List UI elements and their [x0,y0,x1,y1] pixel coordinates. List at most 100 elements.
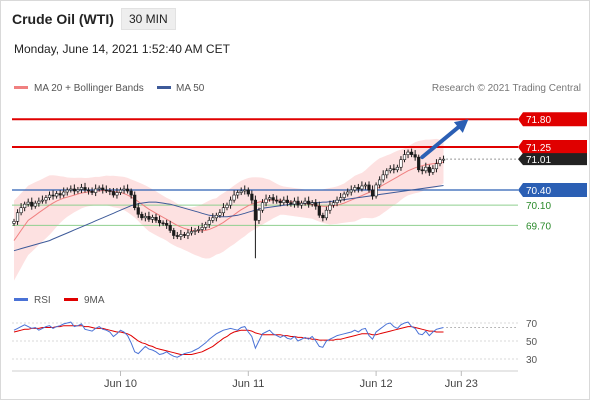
candle-body [197,229,201,231]
candle-body [292,200,297,205]
candle-body [154,217,158,221]
candle-body [236,192,240,196]
candle-body [395,166,400,171]
candle-body [271,197,275,201]
x-tick-label: Jun 11 [232,378,264,390]
candle-body [253,199,258,221]
candle-body [321,214,325,219]
candle-body [51,194,55,197]
candle-body [44,197,48,201]
candle-body [30,201,34,207]
rsi-plot-area: 70 50 30 [12,319,538,366]
candle-body [388,168,392,172]
level-label-70.40: 70.40 [526,186,551,197]
candle-body [392,168,396,171]
candle-body [143,215,147,219]
bollinger-band [14,138,444,281]
candle-body [374,184,378,197]
candle-body [296,200,300,206]
legend-swatch-ma20 [14,86,28,89]
candle-body [285,199,289,203]
rsi-tick-30: 30 [526,355,538,366]
legend-swatch-rsi [14,298,28,301]
candle-body [136,207,140,215]
candle-body [370,189,375,197]
candle-body [331,202,336,206]
candle-body [122,188,126,191]
level-label-71.80: 71.80 [526,115,551,126]
legend-swatch-ma50 [157,86,171,89]
candle-body [363,184,368,187]
candle-body [62,191,66,196]
candle-body [175,235,179,237]
candle-body [420,169,424,172]
candle-body [221,207,226,214]
legend-swatch-9ma [64,298,78,301]
candle-body [232,194,236,201]
candle-body [349,189,353,193]
candle-body [246,189,250,195]
candle-body [207,220,211,225]
candle-body [214,214,218,219]
forecast-arrow [420,120,467,160]
candle-body [193,230,197,232]
candle-body [218,212,222,216]
candle-body [338,197,343,201]
candle-body [378,179,382,186]
candle-body [406,151,410,155]
rsi-tick-70: 70 [526,319,538,330]
candle-body [275,199,279,202]
credit-label: Research © 2021 Trading Central [432,83,581,94]
current-price-label: 71.01 [526,155,551,166]
x-tick-label: Jun 12 [360,378,393,390]
candle-body [204,224,208,228]
chart-datetime: Monday, June 14, 2021 1:52:40 AM CET [14,42,230,56]
candle-body [126,188,130,192]
candle-body [282,199,286,203]
candle-body [342,193,346,198]
level-label-71.25: 71.25 [526,143,551,154]
x-axis: Jun 10 Jun 11 Jun 12 Jun 23 [104,371,478,390]
candle-body [150,217,155,220]
candle-body [200,227,204,230]
instrument-title: Crude Oil (WTI) [12,11,114,27]
rsi-tick-50: 50 [526,337,538,348]
candle-body [33,202,37,207]
candle-body [317,205,321,216]
candle-body [328,204,332,211]
level-tag-70.40 [518,183,587,197]
candle-body [147,215,151,220]
candle-body [172,230,176,236]
candle-body [250,193,254,201]
candle-body [54,193,59,197]
candle-body [186,232,190,236]
candle-body [12,221,16,224]
candle-body [310,202,314,205]
level-label-69.70: 69.70 [526,221,551,232]
candle-body [239,190,243,193]
rsi-9ma-line [13,325,444,355]
candle-body [438,159,442,165]
candle-body [303,200,307,204]
candle-body [367,184,371,191]
candle-body [211,217,215,221]
rsi-line [13,321,444,358]
candle-body [424,166,428,172]
candle-body [257,209,261,221]
candle-body [228,199,233,206]
timeframe-button[interactable]: 30 MIN [121,8,176,30]
candle-body [356,187,360,190]
x-tick-label: Jun 10 [104,378,137,390]
candle-body [83,187,87,191]
candle-body [118,189,123,193]
candle-body [264,198,268,203]
candle-body [299,202,304,206]
candle-body [101,187,105,191]
legend-label-9ma: 9MA [84,295,105,306]
candle-body [417,156,421,171]
forecast-arrowhead [453,119,469,133]
candle-body [225,204,229,208]
candle-body [434,163,439,170]
candle-body [385,170,389,176]
candle-body [133,194,137,208]
